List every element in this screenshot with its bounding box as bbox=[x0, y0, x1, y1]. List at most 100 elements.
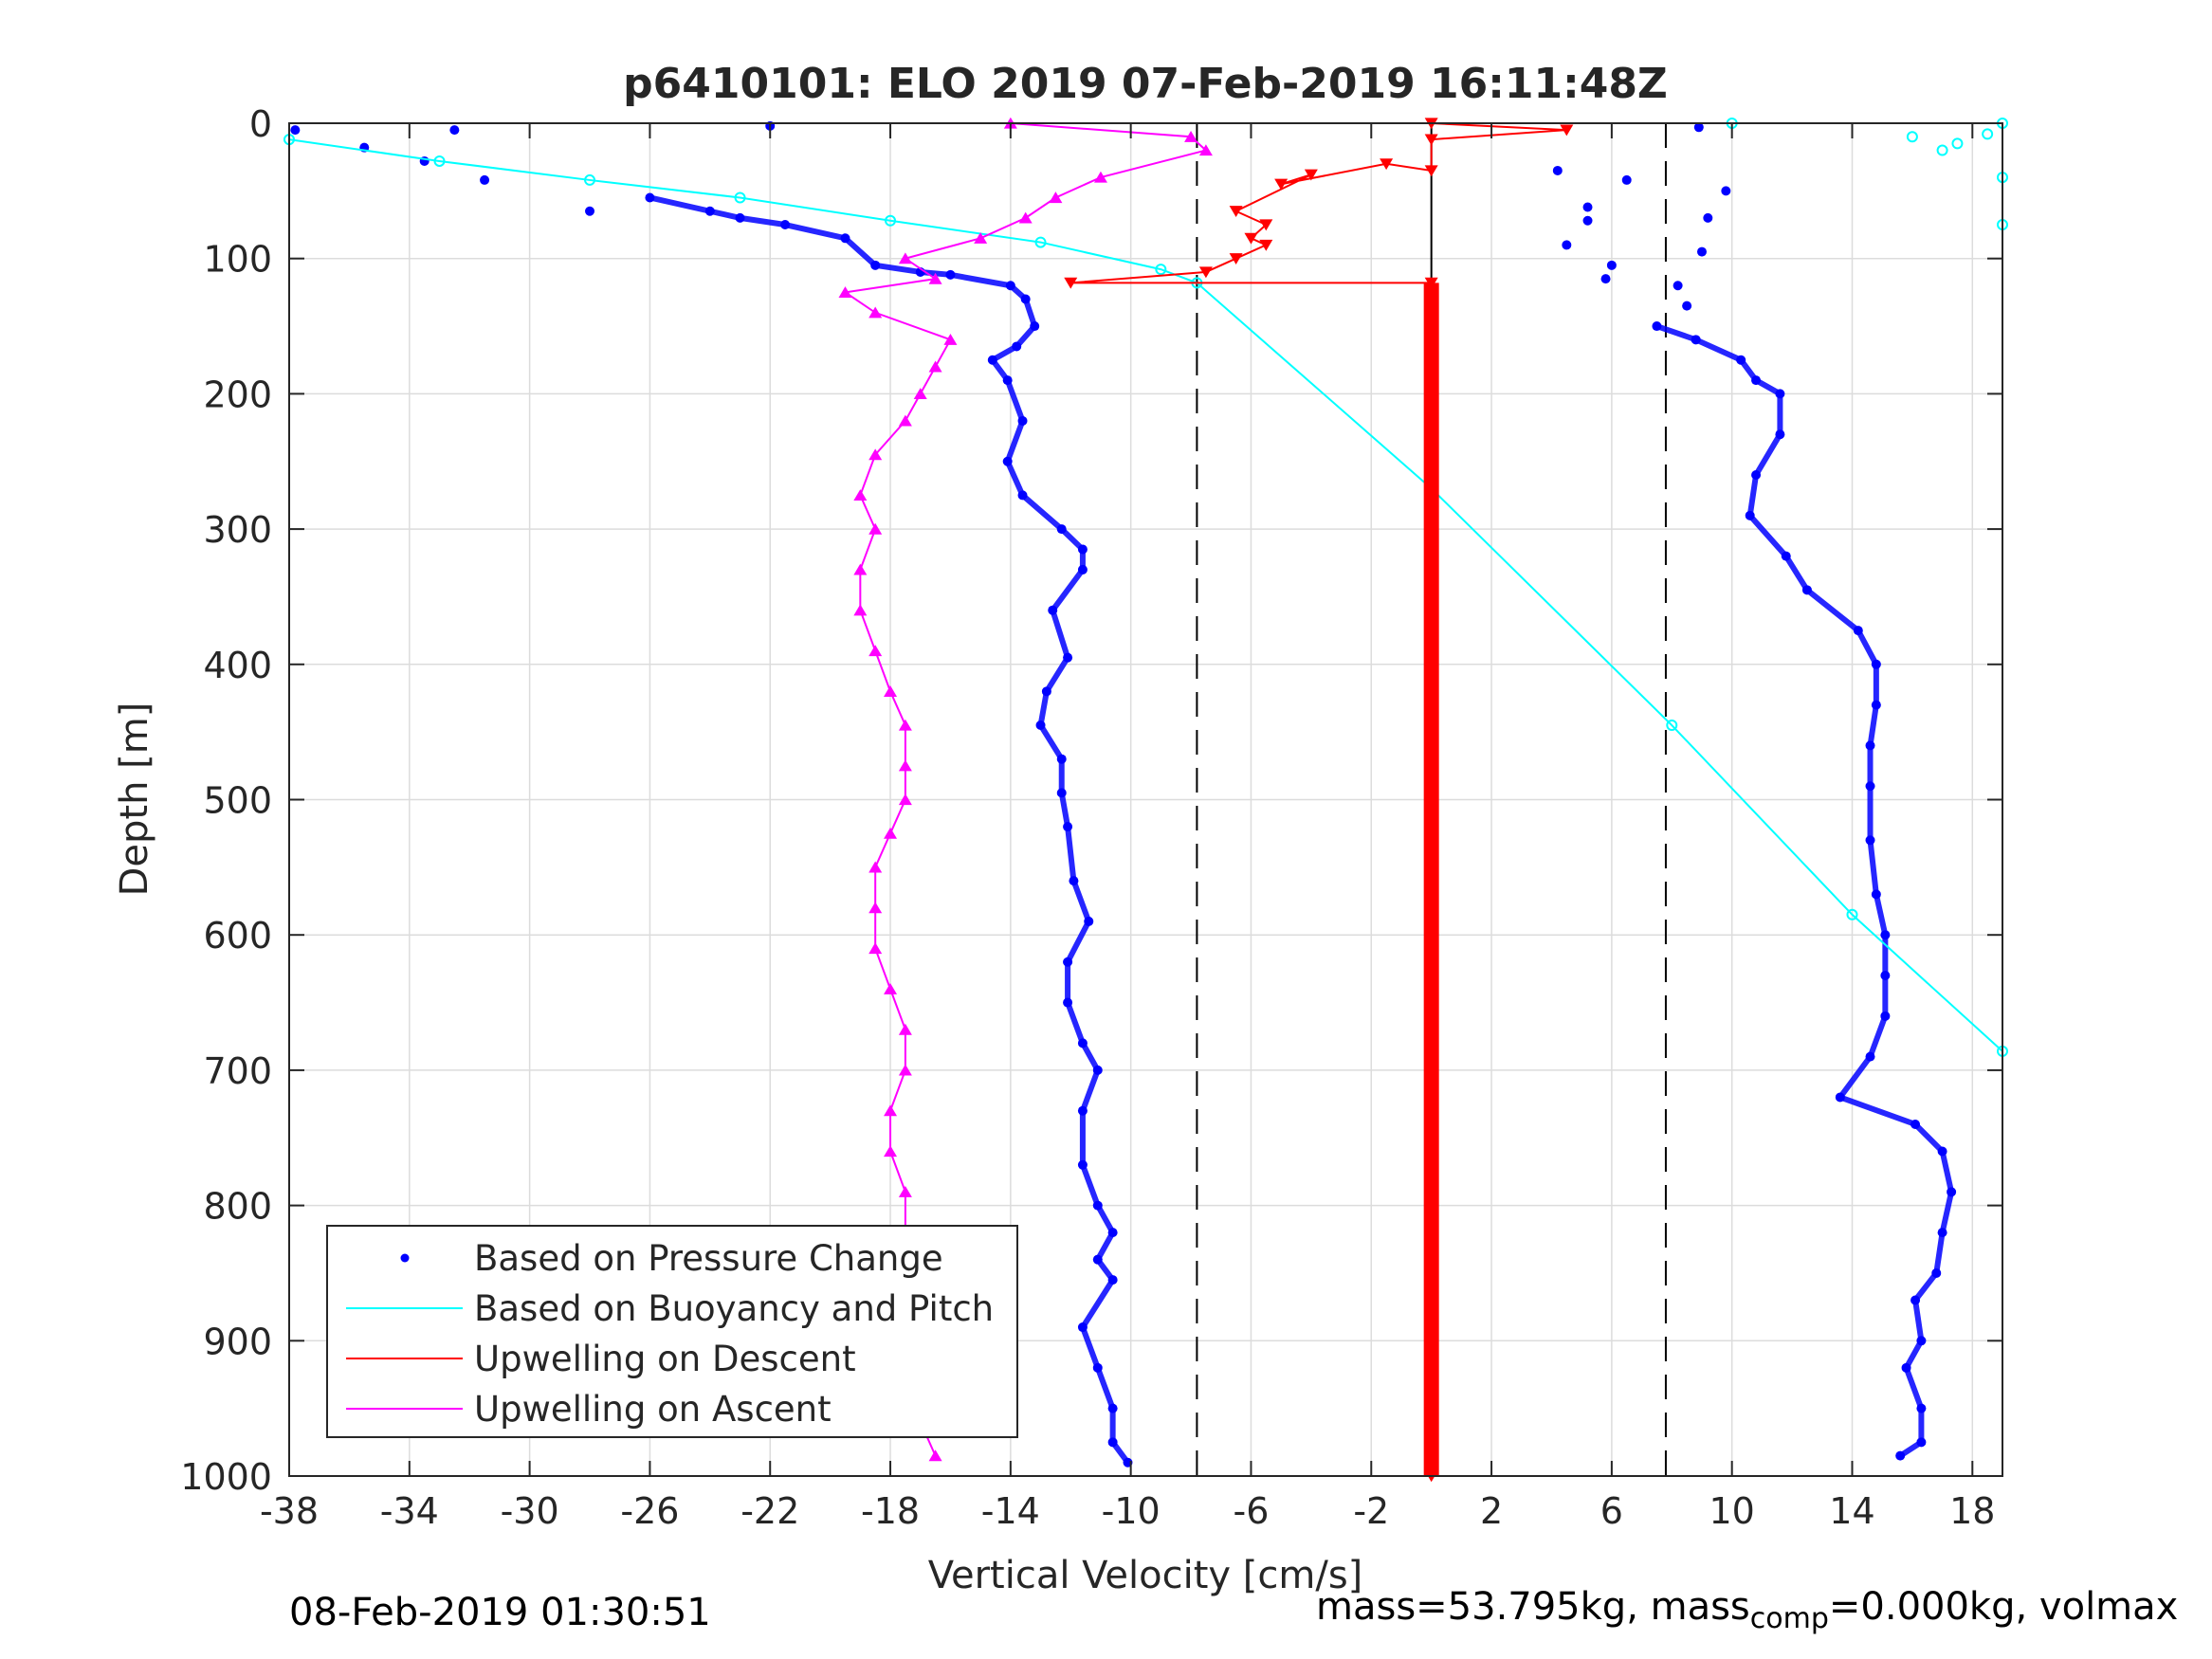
upwelling-descent-point bbox=[1259, 219, 1273, 231]
upwelling-descent-point bbox=[1229, 253, 1243, 264]
pressure-change-point bbox=[1721, 186, 1731, 196]
y-tick-label: 800 bbox=[203, 1186, 272, 1228]
y-tick-label: 300 bbox=[203, 509, 272, 551]
buoyancy-pitch-point bbox=[734, 191, 746, 204]
upwelling-ascent-point bbox=[928, 272, 942, 284]
legend-label: Upwelling on Ascent bbox=[474, 1389, 832, 1430]
upwelling-descent-point bbox=[1424, 134, 1438, 146]
upwelling-ascent-point bbox=[898, 1064, 912, 1076]
x-tick-label: -26 bbox=[620, 1490, 679, 1532]
pressure-change-point bbox=[585, 206, 595, 216]
pressure-change-point bbox=[1693, 122, 1704, 133]
pressure-change-point bbox=[480, 174, 490, 185]
axis-ticks: -38 -34 -30 -26 -22 -18 -14 -10 -6 -2 2 6 10 14 180100… bbox=[180, 103, 2002, 1532]
pressure-change-point bbox=[1682, 301, 1692, 311]
buoyancy-pitch-line bbox=[288, 138, 2003, 1052]
upwelling-descent-point bbox=[1229, 206, 1243, 218]
upwelling-ascent-point bbox=[913, 388, 927, 399]
x-tick-label: -18 bbox=[861, 1490, 920, 1532]
y-tick-label: 600 bbox=[203, 915, 272, 957]
buoyancy-pitch-point bbox=[1982, 128, 1994, 140]
footer-mass-part2: =0.000kg, volmax bbox=[1828, 1585, 2179, 1629]
buoyancy-pitch-point bbox=[1846, 908, 1858, 921]
pressure-change-point bbox=[1582, 202, 1593, 212]
pressure-change-point bbox=[1621, 174, 1632, 185]
upwelling-ascent-point bbox=[1049, 191, 1063, 204]
pressure-change-point bbox=[290, 125, 301, 136]
upwelling-descent-point bbox=[1304, 169, 1318, 181]
buoyancy-pitch-point bbox=[584, 173, 596, 186]
upwelling-ascent-point bbox=[928, 360, 942, 373]
legend-marker bbox=[400, 1253, 410, 1263]
buoyancy-pitch-point bbox=[1936, 144, 1948, 156]
x-tick-label: -34 bbox=[380, 1490, 439, 1532]
upwelling-ascent-point bbox=[898, 793, 912, 806]
x-tick-label: -30 bbox=[501, 1490, 559, 1532]
upwelling-ascent-point bbox=[1184, 130, 1198, 142]
upwelling-ascent-line bbox=[842, 122, 1208, 1457]
legend-label: Based on Buoyancy and Pitch bbox=[474, 1288, 994, 1329]
legend: Based on Pressure Change Based on Buoyanc… bbox=[326, 1225, 1018, 1438]
upwelling-ascent-point bbox=[1018, 211, 1033, 224]
buoyancy-pitch-point bbox=[1034, 236, 1047, 248]
upwelling-ascent-point bbox=[943, 334, 958, 345]
upwelling-ascent-point bbox=[898, 1023, 912, 1035]
upwelling-descent-point bbox=[1244, 232, 1258, 245]
upwelling-ascent-point bbox=[868, 522, 883, 535]
pressure-change-point bbox=[1552, 165, 1563, 175]
upwelling-ascent-point bbox=[853, 604, 868, 616]
upwelling-descent-point bbox=[1064, 277, 1078, 289]
pressure-change-point bbox=[1673, 281, 1683, 291]
upwelling-ascent-point bbox=[974, 231, 988, 244]
upwelling-descent-column bbox=[1423, 283, 1439, 1476]
buoyancy-pitch-point bbox=[1155, 264, 1167, 276]
x-tick-label: -14 bbox=[981, 1490, 1040, 1532]
upwelling-descent-point bbox=[1274, 178, 1289, 191]
upwelling-ascent-point bbox=[868, 448, 883, 461]
upwelling-ascent-point bbox=[884, 1104, 898, 1117]
upwelling-ascent-point bbox=[868, 306, 883, 319]
legend-box bbox=[326, 1225, 1018, 1438]
pressure-change-ascent-trace bbox=[1655, 323, 1955, 1459]
x-tick-label: -2 bbox=[1353, 1490, 1389, 1532]
x-tick-label: -10 bbox=[1102, 1490, 1161, 1532]
upwelling-ascent-point bbox=[838, 286, 852, 298]
upwelling-descent-point bbox=[1198, 266, 1213, 279]
chart-title: p6410101: ELO 2019 07-Feb-2019 16:11:48Z bbox=[623, 60, 1668, 108]
pressure-change-point bbox=[1703, 212, 1713, 223]
footer-date: 08-Feb-2019 01:30:51 bbox=[289, 1591, 711, 1634]
footer-mass: mass=53.795kg, masscomp=0.000kg, volmax bbox=[1316, 1585, 2178, 1635]
footer-mass-sub: comp bbox=[1749, 1602, 1829, 1635]
upwelling-descent-point bbox=[1424, 165, 1438, 177]
upwelling-ascent-point bbox=[884, 827, 898, 839]
x-axis-label: Vertical Velocity [cm/s] bbox=[928, 1554, 1363, 1597]
x-tick-label: -22 bbox=[740, 1490, 799, 1532]
upwelling-ascent-point bbox=[853, 563, 868, 575]
upwelling-ascent-point bbox=[1093, 171, 1107, 183]
y-tick-label: 700 bbox=[203, 1050, 272, 1092]
y-tick-label: 100 bbox=[203, 239, 272, 281]
upwelling-ascent-point bbox=[898, 414, 912, 427]
x-tick-label: 18 bbox=[1949, 1490, 1995, 1532]
y-tick-label: 200 bbox=[203, 374, 272, 415]
x-tick-label: -38 bbox=[260, 1490, 319, 1532]
pressure-change-point bbox=[449, 125, 460, 136]
x-tick-label: 14 bbox=[1829, 1490, 1874, 1532]
buoyancy-pitch-point bbox=[885, 214, 897, 227]
x-tick-label: 2 bbox=[1480, 1490, 1503, 1532]
upwelling-ascent-point bbox=[884, 982, 898, 994]
x-tick-label: 10 bbox=[1709, 1490, 1755, 1532]
upwelling-ascent-point bbox=[868, 942, 883, 955]
legend-label: Based on Pressure Change bbox=[474, 1238, 943, 1279]
x-tick-label: -6 bbox=[1234, 1490, 1270, 1532]
y-tick-label: 400 bbox=[203, 645, 272, 686]
pressure-change-descent-trace bbox=[649, 194, 1130, 1465]
y-axis-label: Depth [m] bbox=[113, 702, 156, 897]
legend-label: Upwelling on Descent bbox=[474, 1339, 856, 1379]
upwelling-ascent-point bbox=[898, 252, 912, 264]
upwelling-ascent-point bbox=[884, 1145, 898, 1158]
footer-mass-part1: mass=53.795kg, mass bbox=[1316, 1585, 1750, 1629]
upwelling-descent-point bbox=[1380, 158, 1394, 171]
